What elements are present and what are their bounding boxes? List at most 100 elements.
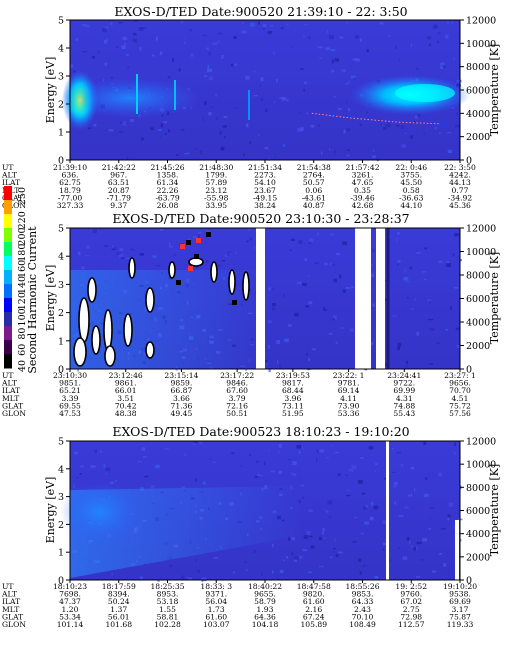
panel-3-texture-cell xyxy=(296,445,302,449)
panel-3-texture-cell xyxy=(406,536,410,541)
panel-3-texture-cell xyxy=(137,461,143,463)
panel-2-contour-blob xyxy=(145,341,155,359)
panel-2-texture-cell xyxy=(227,254,229,256)
panel-3-xtick-glat: 53.34 xyxy=(59,612,81,621)
panel-3-xtick-glon: 105.89 xyxy=(300,620,327,629)
panel-1-texture-cell xyxy=(286,23,289,26)
panel-2-texture-cell xyxy=(454,233,459,237)
panel-1-texture-cell xyxy=(102,28,107,33)
panel-1-texture-cell xyxy=(304,81,307,85)
panel-1-texture-cell xyxy=(346,102,348,105)
panel-3-texture-cell xyxy=(253,549,256,554)
panel-1-stripe-a xyxy=(136,74,138,114)
panel-1-y2tick-label: 0 xyxy=(466,156,472,167)
panel-1-texture-cell xyxy=(160,123,163,128)
panel-1-texture-cell xyxy=(202,117,204,122)
panel-3-texture-cell xyxy=(193,442,196,446)
panel-2-contour-blob xyxy=(168,261,176,279)
panel-1-xtick-glon: 26.08 xyxy=(157,201,179,210)
panel-1-texture-cell xyxy=(104,39,107,44)
panel-2-texture-cell xyxy=(308,275,310,277)
panel-1-xtick-alt: 4242. xyxy=(449,171,471,180)
panel-3-texture-cell xyxy=(389,558,391,563)
panel-2-texture-cell xyxy=(351,286,354,289)
panel-1-texture-cell xyxy=(126,156,129,160)
panel-1-texture-cell xyxy=(132,38,137,42)
panel-2-texture-cell xyxy=(438,261,443,263)
panel-2-texture-cell xyxy=(116,252,121,255)
panel-2-x-table: UTALTILATMLTGLATGLON23:10:309851.65.213.… xyxy=(1,369,476,418)
panel-1-texture-cell xyxy=(233,63,238,67)
panel-2-texture-cell xyxy=(416,252,421,254)
panel-1-texture-cell xyxy=(372,148,375,153)
panel-1-texture-cell xyxy=(150,127,154,130)
panel-1-texture-cell xyxy=(134,20,138,22)
panel-3-texture-cell xyxy=(330,556,333,559)
panel-1-texture-cell xyxy=(380,123,382,126)
panel-2-texture-cell xyxy=(330,233,334,236)
panel-1-texture-cell xyxy=(127,66,129,69)
panel-3-texture-cell xyxy=(398,546,400,549)
panel-2-texture-cell xyxy=(396,239,398,242)
panel-3-texture-cell xyxy=(365,504,368,508)
panel-3-texture-cell xyxy=(361,492,366,495)
panel-1-xtick-glon: 45.36 xyxy=(449,201,471,210)
panel-2-contour-blob xyxy=(128,257,136,279)
panel-3-row-label: UT xyxy=(2,582,13,591)
panel-3-texture-cell xyxy=(306,531,311,535)
panel-1-texture-cell xyxy=(159,136,162,138)
panel-1-texture-cell xyxy=(219,131,222,135)
panel-2-gap-b xyxy=(355,228,371,369)
panel-2-xtick-mlt: 3.96 xyxy=(284,394,301,403)
panel-2-texture-cell xyxy=(272,303,276,307)
colorbar-tick-label: 180 xyxy=(17,244,28,262)
panel-3-xtick-alt: 9853. xyxy=(352,590,374,599)
panel-3-texture-cell xyxy=(454,442,456,447)
panel-3-texture-cell xyxy=(188,576,191,578)
panel-3-texture-cell xyxy=(398,515,404,517)
panel-2-dark-pixel xyxy=(186,240,191,245)
colorbar-swatch xyxy=(4,284,12,299)
panel-1-xtick-glat: -77.00 xyxy=(58,193,82,202)
panel-3-xtick-mlt: 2.16 xyxy=(305,605,322,614)
panel-1-texture-cell xyxy=(320,151,323,155)
panel-1-texture-cell xyxy=(399,59,401,62)
panel-2-texture-cell xyxy=(227,251,231,254)
panel-1-texture-cell xyxy=(279,96,285,100)
panel-1-texture-cell xyxy=(172,58,174,62)
panel-2-texture-cell xyxy=(403,277,409,281)
panel-1-xtick-alt: 1799. xyxy=(205,171,227,180)
panel-3-xtick-ut: 19:10:20 xyxy=(443,582,477,591)
panel-1-xtick-mlt: 0.77 xyxy=(452,186,469,195)
panel-3-texture-cell xyxy=(335,554,339,558)
panel-1-xtick-ut: 21:39:10 xyxy=(53,163,87,172)
panel-3-texture-cell xyxy=(425,477,428,480)
panel-1-texture-cell xyxy=(366,111,368,114)
panel-3-texture-cell xyxy=(181,486,185,489)
panel-1-xtick-mlt: 0.35 xyxy=(354,186,371,195)
panel-3-xtick-ut: 18:25:35 xyxy=(150,582,184,591)
panel-3-xtick-ut: 18:10:23 xyxy=(53,582,87,591)
panel-3-texture-cell xyxy=(308,571,312,573)
panel-1-texture-cell xyxy=(209,76,213,81)
panel-3-texture-cell xyxy=(416,541,422,545)
panel-2-texture-cell xyxy=(436,342,441,345)
panel-2-row-label: GLON xyxy=(2,409,26,418)
panel-2-texture-cell xyxy=(369,342,374,346)
panel-1-texture-cell xyxy=(258,21,260,25)
panel-2-texture-cell xyxy=(271,307,276,311)
panel-1-row-label: GLAT xyxy=(2,193,23,202)
panel-3-texture-cell xyxy=(422,538,427,542)
panel-1-texture-cell xyxy=(139,46,142,51)
panel-3-texture-cell xyxy=(293,559,297,562)
panel-1-texture-cell xyxy=(122,121,126,126)
panel-1-texture-cell xyxy=(359,38,362,42)
colorbar-swatch xyxy=(4,326,12,341)
panel-2-xtick-glon: 51.95 xyxy=(282,409,304,418)
panel-2-texture-cell xyxy=(445,328,448,331)
colorbar-tick-label: 140 xyxy=(17,276,28,294)
panel-3-texture-cell xyxy=(73,484,75,489)
panel-2-texture-cell xyxy=(333,278,337,283)
panel-1-texture-cell xyxy=(276,79,278,83)
panel-3-texture-cell xyxy=(310,545,315,549)
